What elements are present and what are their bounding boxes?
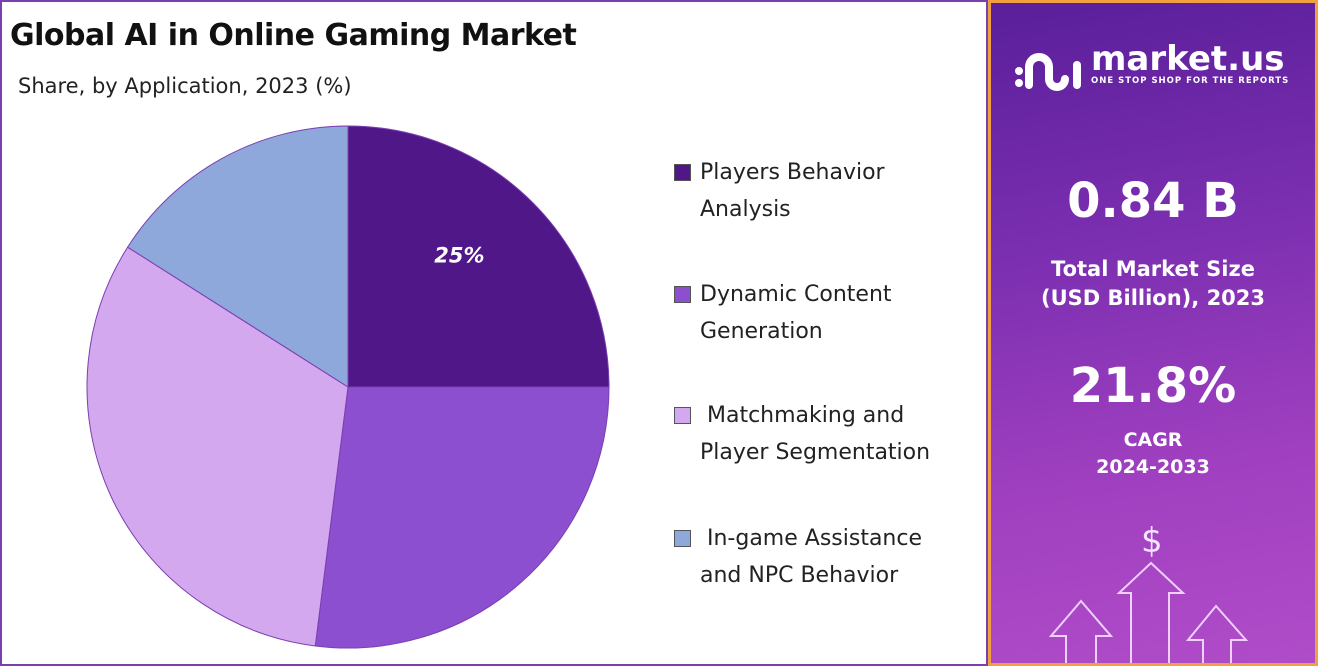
brand-tagline: ONE STOP SHOP FOR THE REPORTS	[1091, 76, 1290, 86]
legend-swatch	[674, 530, 691, 547]
brand-name: market.us	[1091, 39, 1285, 79]
dollar-icon: $	[1141, 521, 1163, 561]
market-size-label: (USD Billion), 2023	[1040, 286, 1266, 310]
legend-swatch	[674, 407, 691, 424]
legend-label: Analysis	[700, 197, 791, 222]
pie-slice-4	[126, 125, 349, 388]
legend-label: and NPC Behavior	[700, 563, 899, 588]
growth-arrows-icon	[1048, 561, 1249, 663]
data-label: 25%	[434, 244, 484, 268]
chart-title: Global AI in Online Gaming Market	[10, 18, 577, 53]
legend-swatch	[674, 286, 691, 303]
legend-label: In-game Assistance	[700, 526, 922, 551]
pie-slice-2	[314, 386, 610, 649]
pie-chart: 25%	[86, 125, 610, 649]
legend-item: In-game Assistance and NPC Behavior	[674, 520, 970, 594]
legend-item: Players Behavior Analysis	[674, 154, 970, 228]
summary-panel: market.us ONE STOP SHOP FOR THE REPORTS …	[988, 0, 1318, 666]
legend-swatch	[674, 164, 691, 181]
pie-slice-3	[86, 246, 349, 647]
legend-item: Matchmaking and Player Segmentation	[674, 397, 970, 471]
cagr-label: CAGR	[1123, 429, 1183, 451]
cagr-period: 2024-2033	[1096, 456, 1210, 478]
cagr-value: 21.8%	[1069, 358, 1237, 414]
chart-panel: Global AI in Online Gaming Market Share,…	[0, 0, 988, 666]
legend-label: Player Segmentation	[700, 440, 931, 465]
legend-label: Generation	[700, 319, 823, 344]
chart-subtitle: Share, by Application, 2023 (%)	[18, 74, 352, 98]
legend-label: Dynamic Content	[700, 282, 892, 307]
market-size-label: Total Market Size	[1051, 257, 1255, 281]
market-size-value: 0.84 B	[1067, 173, 1239, 229]
legend-label: Matchmaking and	[700, 403, 905, 428]
pie-slice-1	[347, 125, 610, 388]
legend-label: Players Behavior	[700, 160, 885, 185]
market-us-logo-icon	[1015, 53, 1081, 91]
legend-item: Dynamic Content Generation	[674, 276, 970, 350]
